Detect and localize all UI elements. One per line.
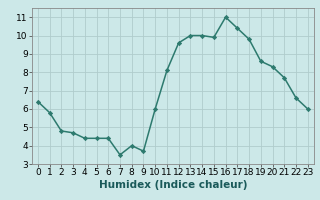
X-axis label: Humidex (Indice chaleur): Humidex (Indice chaleur) xyxy=(99,180,247,190)
